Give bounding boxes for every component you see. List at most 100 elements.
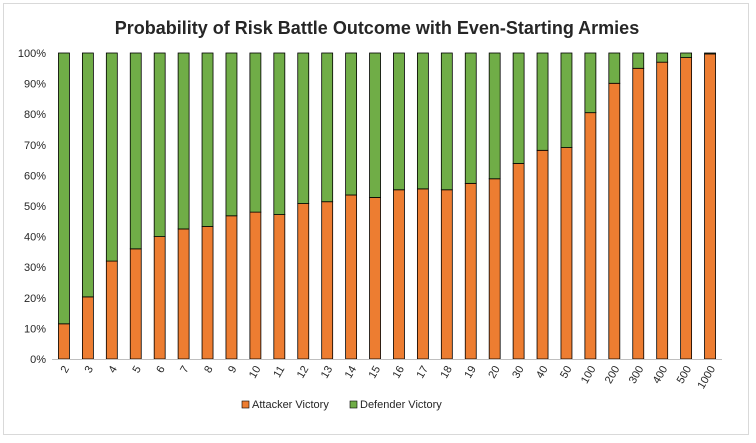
bar-attacker-victory (58, 323, 70, 360)
bar-defender-victory (512, 52, 525, 164)
y-tick-label: 60% (24, 170, 46, 182)
x-tick-label: 11 (271, 364, 287, 380)
bar-defender-victory (369, 52, 381, 198)
bar-attacker-victory (680, 57, 693, 360)
bar-defender-victory (129, 52, 142, 250)
bar-defender-victory (321, 52, 334, 203)
x-axis: 2 3 4 5 6 7 8 9 10 11 12 13 14 15 16 17 18 19 20 30 40 50 100 2… (52, 359, 722, 391)
bar-attacker-victory (273, 214, 286, 360)
bar-attacker-victory (656, 61, 669, 360)
bar-defender-victory (81, 52, 94, 298)
bar-defender-victory (273, 52, 286, 215)
x-tick-label: 9 (226, 364, 239, 375)
bar-defender-victory (632, 52, 645, 69)
y-tick-label: 30% (24, 262, 46, 274)
bar-attacker-victory (704, 53, 716, 360)
x-tick-label: 13 (319, 364, 336, 381)
bar-defender-victory (464, 52, 477, 184)
bar-defender-victory (608, 52, 621, 84)
bar-defender-victory (536, 52, 549, 151)
bar-defender-victory (416, 52, 429, 190)
x-tick-label: 200 (603, 364, 623, 386)
x-tick-label: 19 (462, 364, 479, 381)
x-tick-label: 3 (83, 364, 96, 375)
bar-defender-victory (704, 52, 716, 55)
bar-defender-victory (177, 52, 190, 230)
bar-defender-victory (560, 52, 573, 148)
chart-title: Probability of Risk Battle Outcome with … (114, 18, 640, 38)
bar-attacker-victory (105, 260, 118, 360)
bar-defender-victory (297, 52, 310, 204)
bar-defender-victory (201, 52, 214, 227)
x-tick-label: 300 (627, 364, 647, 386)
bar-attacker-victory (321, 201, 334, 360)
legend: Attacker Victory Defender Victory (241, 399, 442, 411)
x-tick-label: 8 (202, 364, 215, 375)
bar-defender-victory (249, 52, 262, 213)
bars (58, 52, 716, 360)
x-tick-label: 4 (106, 364, 119, 375)
x-tick-label: 50 (558, 364, 575, 381)
x-tick-label: 17 (414, 364, 431, 381)
y-tick-label: 100% (18, 48, 46, 60)
x-tick-label: 2 (59, 364, 72, 375)
x-tick-label: 12 (295, 364, 312, 381)
bar-attacker-victory (416, 188, 429, 360)
bar-attacker-victory (249, 211, 262, 360)
x-tick-label: 400 (651, 364, 671, 386)
y-tick-label: 10% (24, 323, 46, 335)
bar-attacker-victory (464, 182, 477, 360)
x-tick-label: 40 (534, 364, 551, 381)
legend-label-attacker: Attacker Victory (252, 399, 329, 411)
bar-attacker-victory (393, 189, 405, 360)
x-tick-label: 30 (510, 364, 527, 381)
y-tick-label: 50% (24, 201, 46, 213)
x-tick-label: 7 (178, 364, 191, 375)
y-axis: 0% 10% 20% 30% 40% 50% 60% 70% 80% 90% 100% (18, 48, 46, 366)
bar-defender-victory (656, 52, 669, 63)
bar-defender-victory (584, 52, 597, 114)
legend-swatch-attacker (241, 400, 250, 409)
x-tick-label: 1000 (696, 364, 719, 391)
bar-attacker-victory (345, 194, 358, 360)
bar-attacker-victory (177, 228, 190, 360)
bar-defender-victory (488, 52, 501, 180)
bar-attacker-victory (512, 163, 525, 360)
bar-attacker-victory (584, 112, 597, 360)
bar-attacker-victory (225, 215, 238, 360)
bar-defender-victory (225, 52, 238, 217)
bar-defender-victory (440, 52, 453, 191)
bar-attacker-victory (632, 67, 645, 360)
y-tick-label: 90% (24, 79, 46, 91)
bar-attacker-victory (153, 236, 166, 360)
bar-defender-victory (345, 52, 358, 196)
bar-attacker-victory (560, 147, 573, 360)
y-tick-label: 20% (24, 293, 46, 305)
x-tick-label: 5 (130, 364, 143, 375)
bar-defender-victory (58, 52, 70, 325)
bar-attacker-victory (369, 197, 381, 360)
bar-defender-victory (680, 52, 693, 58)
bar-attacker-victory (81, 296, 94, 360)
bar-defender-victory (153, 52, 166, 238)
legend-label-defender: Defender Victory (360, 399, 442, 411)
x-tick-label: 100 (579, 364, 599, 386)
bar-attacker-victory (129, 248, 142, 360)
x-tick-label: 18 (438, 364, 455, 381)
bar-attacker-victory (488, 178, 501, 360)
x-tick-label: 14 (343, 364, 360, 381)
x-tick-label: 6 (154, 364, 167, 375)
legend-swatch-defender (349, 400, 358, 409)
x-tick-label: 10 (247, 364, 264, 381)
bar-defender-victory (393, 52, 405, 191)
y-tick-label: 80% (24, 109, 46, 121)
bar-attacker-victory (440, 189, 453, 360)
bar-attacker-victory (608, 82, 621, 360)
x-tick-label: 16 (391, 364, 408, 381)
bar-attacker-victory (201, 226, 214, 360)
x-tick-label: 500 (675, 364, 695, 386)
bar-attacker-victory (536, 149, 549, 360)
x-tick-label: 15 (367, 364, 384, 381)
bar-attacker-victory (297, 203, 310, 360)
